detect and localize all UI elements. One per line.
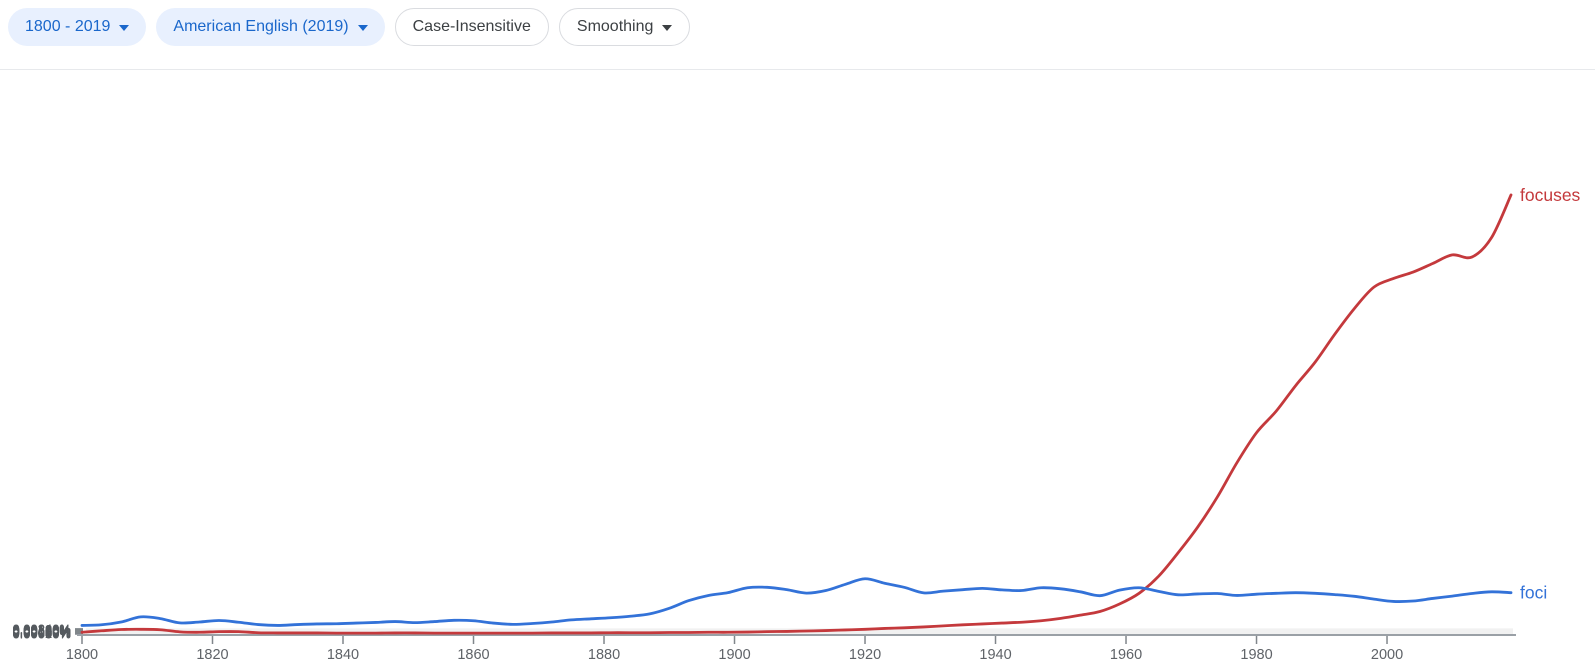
corpus-label: American English (2019) [173, 18, 349, 35]
corpus-chip[interactable]: American English (2019) [156, 8, 385, 46]
x-axis-tick-label: 2000 [1371, 647, 1403, 663]
smoothing-chip[interactable]: Smoothing [558, 8, 691, 46]
y-axis-tick-label: 0.00160% [12, 623, 71, 638]
y-axis-tick-label: 0.00120% [12, 624, 71, 639]
y-axis-tick-label: 0.00080% [12, 625, 71, 640]
y-axis-tick-label: 0.00020% [12, 626, 71, 641]
y-axis-tick-label: 0.00240% [12, 621, 71, 636]
x-axis-tick-label: 1860 [457, 647, 489, 663]
x-axis-tick-label: 1880 [588, 647, 620, 663]
series-label-foci[interactable]: foci [1520, 583, 1547, 603]
y-axis-tick-label: 0.00100% [12, 624, 71, 639]
chevron-down-icon [662, 25, 673, 31]
y-axis-tick-label: 0.00000% [12, 627, 71, 642]
year-range-chip[interactable]: 1800 - 2019 [8, 8, 147, 46]
x-axis-tick-label: 1980 [1240, 647, 1272, 663]
chevron-down-icon [357, 25, 368, 31]
y-axis-tick-label: 0.00060% [12, 625, 71, 640]
series-line-focuses[interactable] [80, 193, 1513, 635]
y-axis-tick-label: 0.00180% [12, 623, 71, 638]
smoothing-label: Smoothing [576, 18, 654, 35]
x-axis-tick-label: 1960 [1110, 647, 1142, 663]
case-insensitive-label: Case-Insensitive [412, 18, 531, 35]
x-axis-tick-label: 1840 [327, 647, 359, 663]
series-line-foci[interactable] [80, 577, 1513, 627]
x-axis-tick-label: 1820 [196, 647, 228, 663]
y-axis-tick-label: 0.00220% [12, 622, 71, 637]
y-axis-tick-label: 0.00200% [12, 622, 71, 637]
chevron-down-icon [119, 25, 130, 31]
ngram-toolbar: 1800 - 2019 American English (2019) Case… [0, 0, 1595, 70]
x-axis-tick-label: 1940 [979, 647, 1011, 663]
x-axis-tick-label: 1800 [66, 647, 98, 663]
series-label-focuses[interactable]: focuses [1520, 185, 1581, 205]
y-axis-tick-label: 0.00040% [12, 626, 71, 641]
x-axis-tick-label: 1900 [718, 647, 750, 663]
year-range-label: 1800 - 2019 [25, 18, 111, 35]
y-axis-tick-label: 0.00140% [12, 624, 71, 639]
x-axis-tick-label: 1920 [849, 647, 881, 663]
case-insensitive-chip[interactable]: Case-Insensitive [394, 8, 549, 46]
